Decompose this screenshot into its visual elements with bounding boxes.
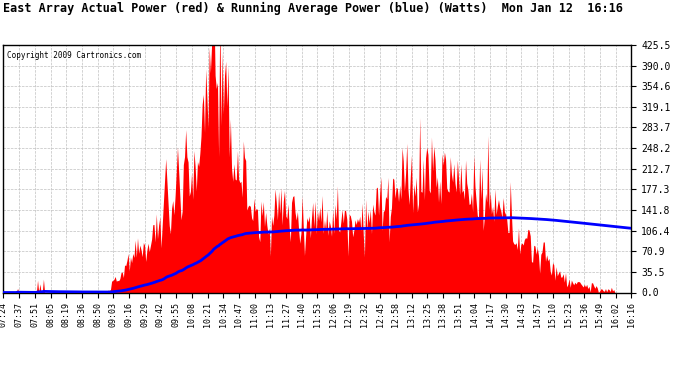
Text: East Array Actual Power (red) & Running Average Power (blue) (Watts)  Mon Jan 12: East Array Actual Power (red) & Running … <box>3 2 623 15</box>
Text: Copyright 2009 Cartronics.com: Copyright 2009 Cartronics.com <box>7 51 141 60</box>
